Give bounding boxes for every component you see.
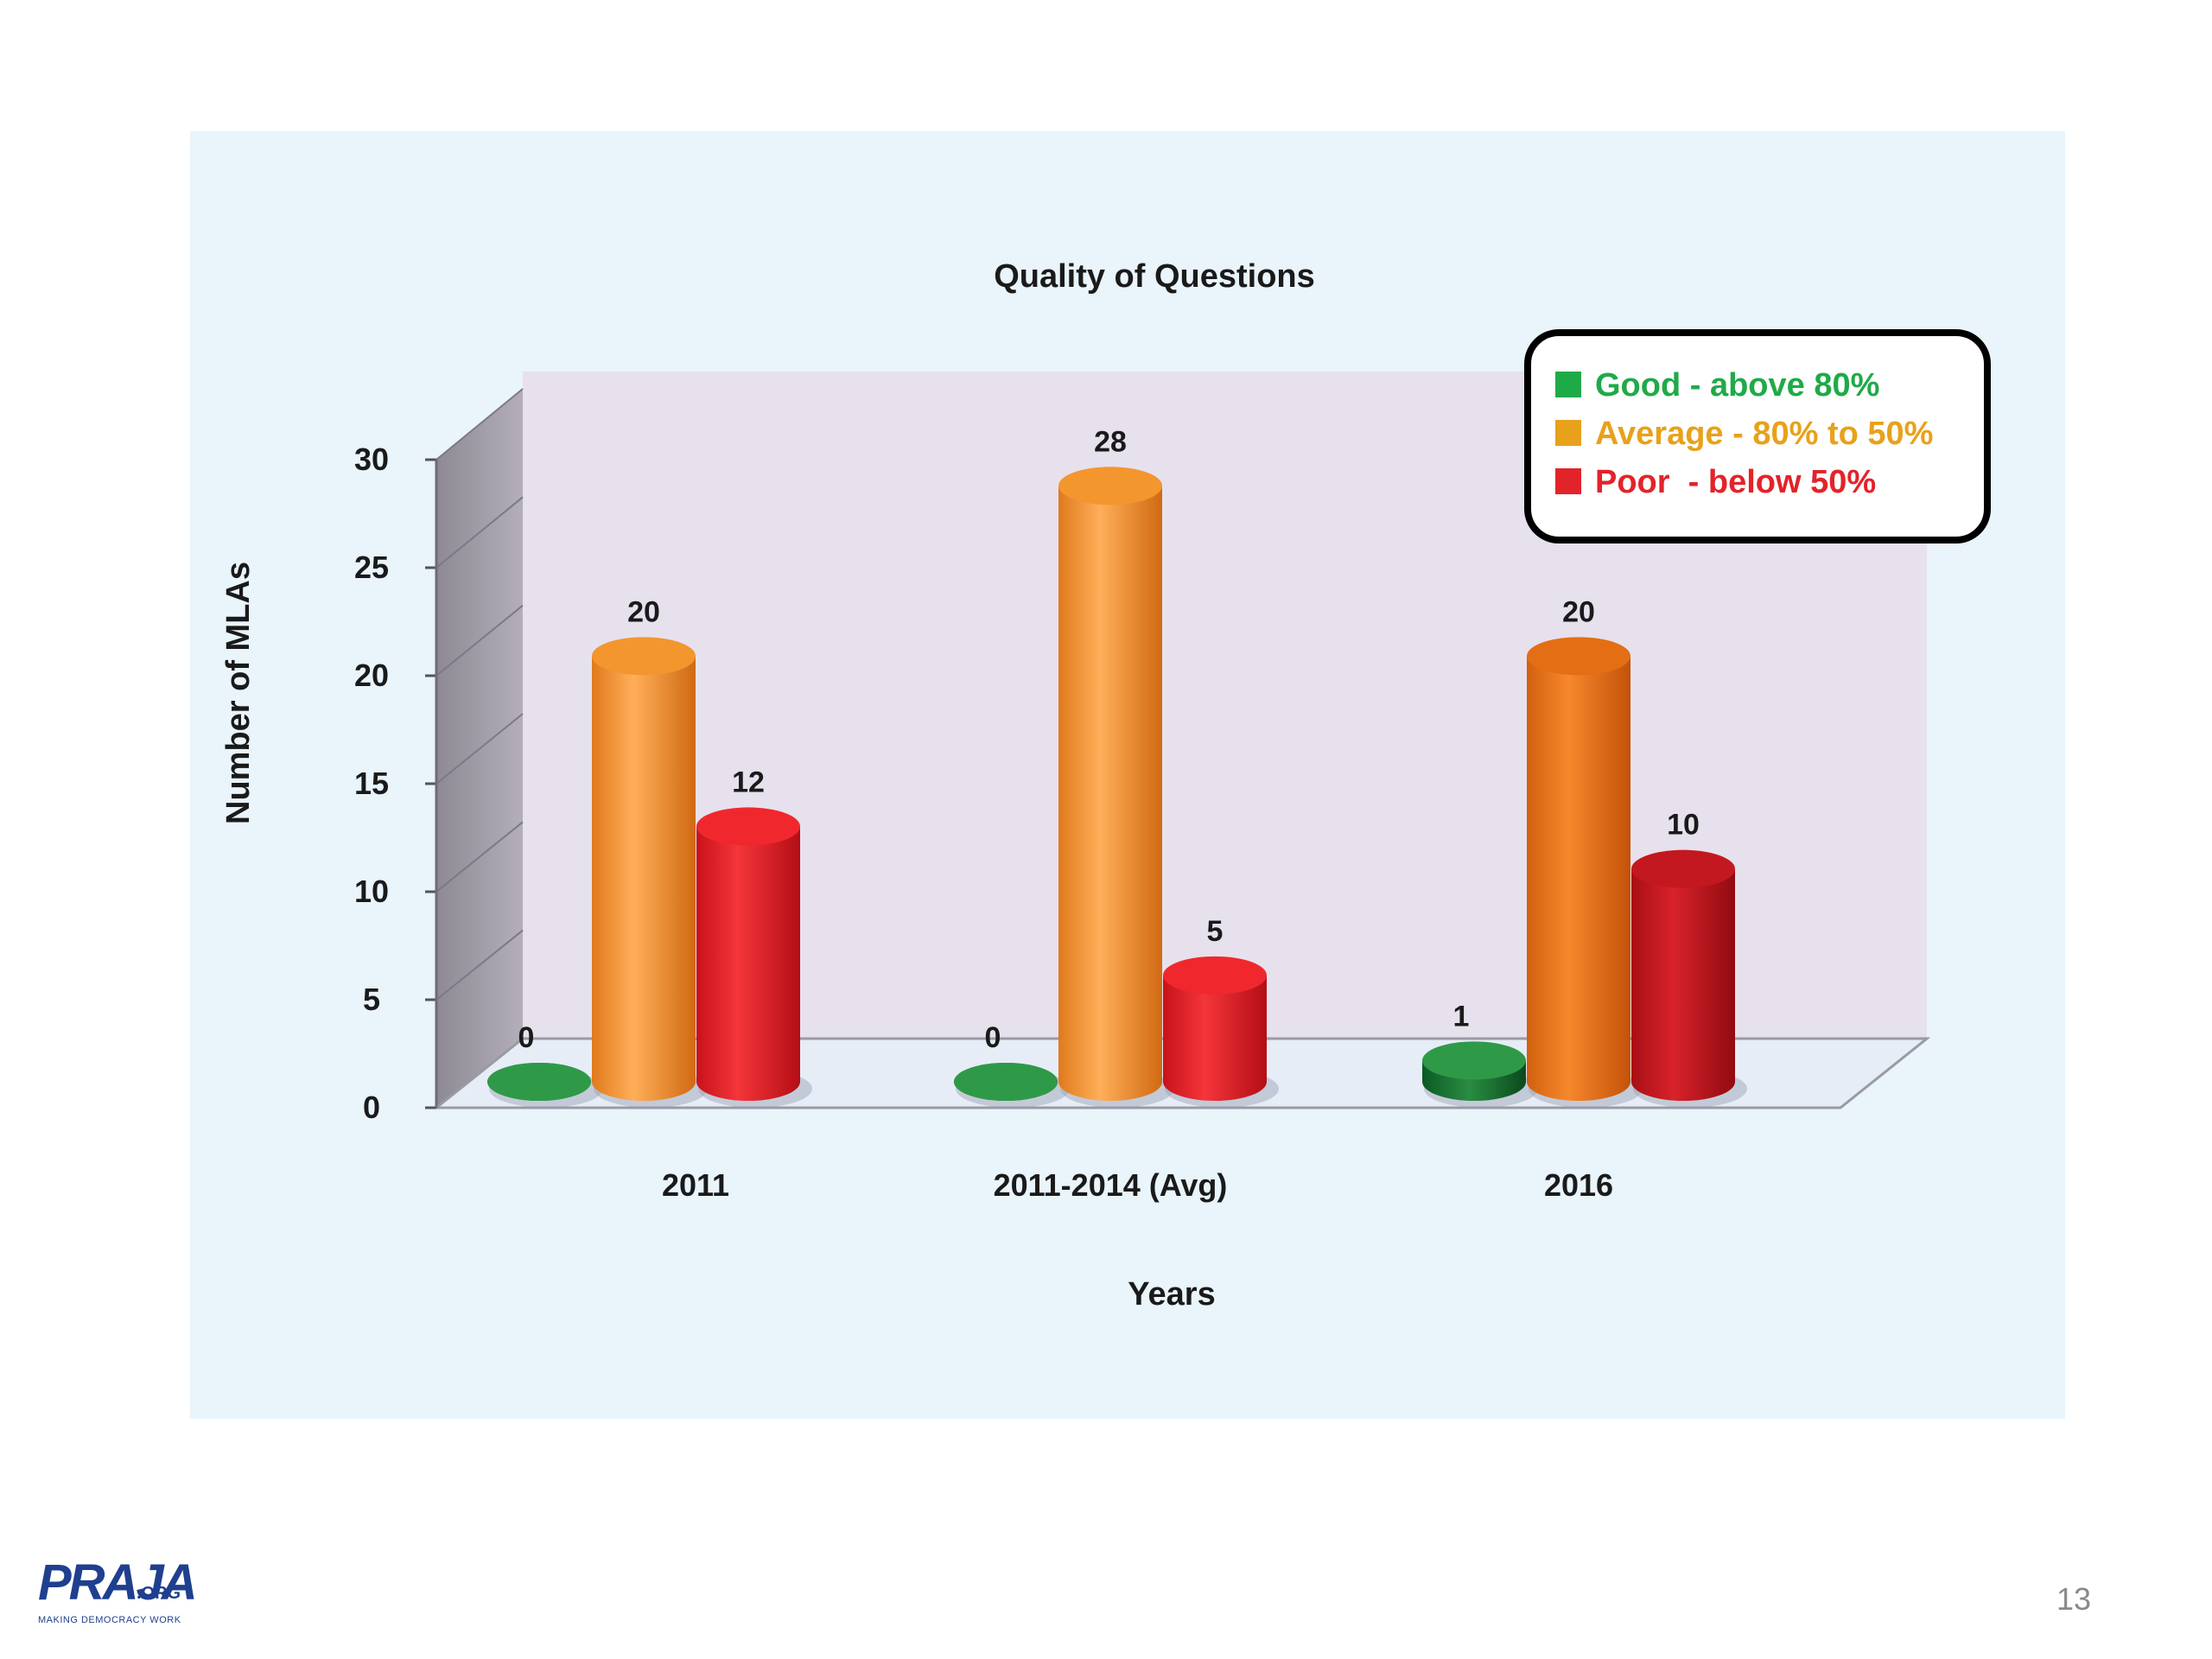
bar-average-2-top (1527, 637, 1630, 676)
gridline-15 (435, 713, 524, 785)
bar-good-1-top (954, 1063, 1058, 1101)
bar-average-0-base (592, 1063, 696, 1101)
legend-label-average: Average - 80% to 50% (1595, 416, 1933, 452)
bar-average-0-body (592, 656, 696, 1082)
bar-good-0 (487, 1063, 603, 1108)
gridline-25 (435, 496, 524, 569)
bar-average-1-top (1058, 467, 1162, 505)
bar-good-1 (954, 1063, 1070, 1108)
bar-poor-0 (696, 807, 812, 1108)
value-label-1-1: 28 (1094, 425, 1127, 458)
value-label-1-0: 20 (627, 595, 660, 628)
x-axis-label: Years (1128, 1276, 1215, 1313)
y-tick-label-25: 25 (354, 550, 389, 585)
legend-box (1524, 329, 1991, 543)
legend-swatch-average (1555, 420, 1581, 446)
logo-suffix: .ORG (137, 1584, 181, 1603)
praja-logo: PRAJA .ORG MAKING DEMOCRACY WORK (31, 1542, 198, 1637)
bar-average-0-top (592, 637, 696, 676)
legend-label-poor: Poor - below 50% (1595, 464, 1876, 500)
value-label-0-1: 0 (985, 1021, 1001, 1054)
bar-poor-1 (1163, 956, 1279, 1108)
value-label-0-2: 1 (1453, 1000, 1470, 1033)
legend-label-good: Good - above 80% (1595, 367, 1879, 404)
y-tick-label-20: 20 (354, 658, 389, 693)
bar-poor-2-top (1631, 849, 1735, 888)
y-tick-label-10: 10 (354, 874, 389, 909)
logo-tagline: MAKING DEMOCRACY WORK (38, 1615, 181, 1625)
bar-poor-0-base (696, 1063, 800, 1101)
value-label-0-0: 0 (518, 1021, 535, 1054)
x-tick-label-2: 2016 (1544, 1167, 1613, 1203)
bar-average-2 (1527, 637, 1643, 1108)
bar-average-1-base (1058, 1063, 1162, 1101)
bar-average-2-base (1527, 1063, 1630, 1101)
gridline-30 (435, 388, 524, 461)
bar-average-2-body (1527, 656, 1630, 1082)
y-tick-label-30: 30 (354, 442, 389, 477)
bar-good-2 (1422, 1041, 1538, 1108)
x-tick-label-0: 2011 (662, 1167, 729, 1203)
gridline-5 (435, 929, 524, 1001)
y-axis-label: Number of MLAs (220, 562, 257, 824)
bar-poor-0-body (696, 826, 800, 1082)
value-label-1-2: 20 (1562, 595, 1595, 628)
bar-poor-0-top (696, 807, 800, 846)
page-number: 13 (2056, 1581, 2092, 1617)
y-tick-label-5: 5 (363, 982, 380, 1017)
y-tick-label-15: 15 (354, 766, 389, 801)
bar-good-2-top (1422, 1041, 1526, 1080)
value-label-2-0: 12 (732, 766, 765, 798)
value-label-2-2: 10 (1667, 809, 1700, 842)
bar-average-1 (1058, 467, 1174, 1108)
bar-average-0 (592, 637, 708, 1108)
bar-poor-1-top (1163, 956, 1267, 995)
legend-swatch-good (1555, 372, 1581, 397)
x-tick-label-1: 2011-2014 (Avg) (994, 1167, 1228, 1203)
bar-poor-2-body (1631, 868, 1735, 1082)
legend-swatch-poor (1555, 468, 1581, 494)
bar-poor-2-base (1631, 1063, 1735, 1101)
gridline-10 (435, 821, 524, 893)
logo-text: PRAJA (38, 1554, 198, 1611)
bar-good-0-top (487, 1063, 591, 1101)
value-label-2-1: 5 (1207, 915, 1224, 948)
bar-average-1-body (1058, 486, 1162, 1082)
chart-title: Quality of Questions (994, 258, 1315, 295)
gridline-20 (435, 604, 524, 677)
legend: Good - above 80% Average - 80% to 50% Po… (1524, 329, 1991, 543)
bar-poor-2 (1631, 849, 1747, 1108)
bar-poor-1-base (1163, 1063, 1267, 1101)
y-tick-label-0: 0 (363, 1090, 380, 1125)
